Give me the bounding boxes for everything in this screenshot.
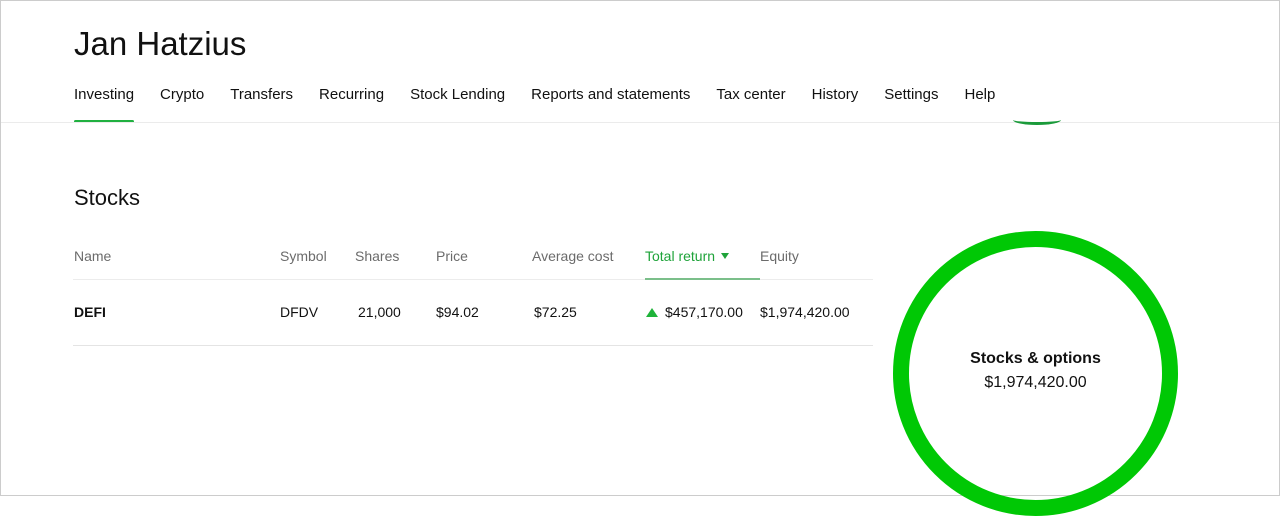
- row-divider: [73, 345, 873, 346]
- col-name[interactable]: Name: [74, 248, 112, 264]
- tab-reports[interactable]: Reports and statements: [531, 86, 691, 103]
- total-return-value: $457,170.00: [665, 304, 743, 320]
- tab-settings[interactable]: Settings: [884, 86, 939, 103]
- col-total-return-label: Total return: [645, 248, 716, 264]
- cell-shares: 21,000: [358, 304, 401, 320]
- col-shares[interactable]: Shares: [355, 248, 400, 264]
- tab-tax-center[interactable]: Tax center: [716, 86, 786, 103]
- col-symbol[interactable]: Symbol: [280, 248, 327, 264]
- col-price[interactable]: Price: [436, 248, 468, 264]
- col-average-cost[interactable]: Average cost: [532, 248, 614, 264]
- header-row-divider: [73, 279, 873, 280]
- tab-help[interactable]: Help: [964, 86, 996, 103]
- donut-label: Stocks & options: [970, 350, 1101, 367]
- tab-history[interactable]: History: [811, 86, 859, 103]
- cell-symbol: DFDV: [280, 304, 319, 320]
- cell-average-cost: $72.25: [534, 304, 577, 320]
- tab-stock-lending[interactable]: Stock Lending: [410, 86, 506, 103]
- sorted-column-underline: [645, 278, 760, 280]
- cell-total-return: $457,170.00: [646, 304, 743, 320]
- cell-equity: $1,974,420.00: [760, 304, 850, 320]
- cell-price: $94.02: [436, 304, 479, 320]
- main-nav: Investing Crypto Transfers Recurring Sto…: [74, 86, 995, 123]
- donut-value: $1,974,420.00: [984, 374, 1087, 391]
- account-name: Jan Hatzius: [74, 25, 247, 62]
- header-divider: [1, 122, 1279, 123]
- partial-chart-arc: [1013, 115, 1061, 125]
- tab-recurring[interactable]: Recurring: [319, 86, 385, 103]
- col-equity[interactable]: Equity: [760, 248, 799, 264]
- section-title: Stocks: [74, 185, 141, 210]
- tab-investing[interactable]: Investing: [74, 86, 135, 123]
- triangle-up-icon: [646, 308, 658, 317]
- sort-desc-icon: [721, 253, 730, 259]
- cell-name[interactable]: DEFI: [74, 304, 106, 320]
- tab-crypto[interactable]: Crypto: [160, 86, 205, 103]
- tab-transfers[interactable]: Transfers: [230, 86, 294, 103]
- col-total-return[interactable]: Total return: [645, 248, 730, 264]
